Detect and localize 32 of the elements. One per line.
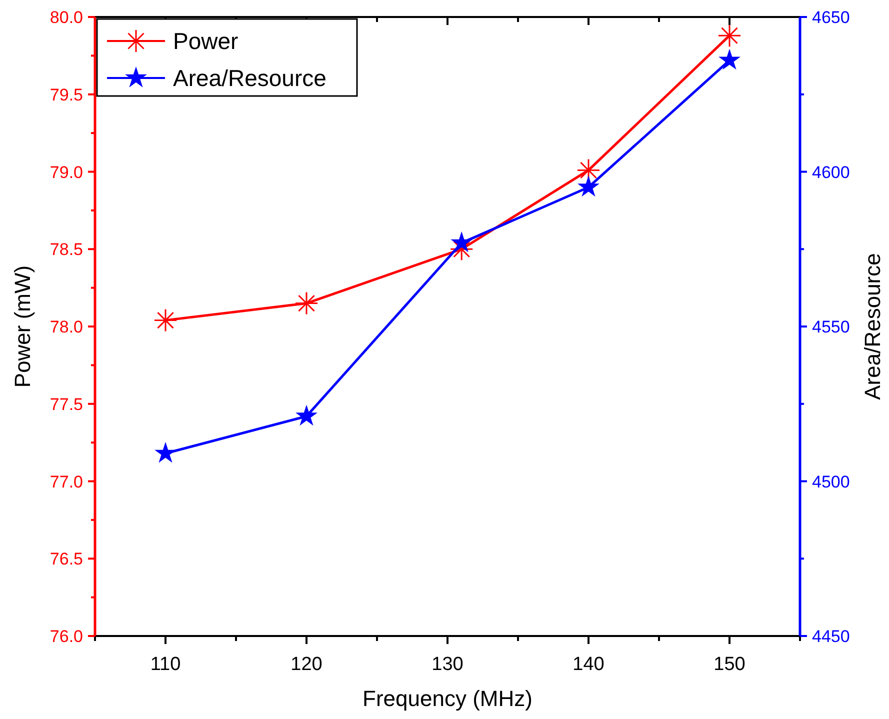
y-tick-label: 76.5 <box>50 550 83 569</box>
y-tick-label: 77.5 <box>50 394 83 414</box>
y2-tick-label: 4450 <box>812 627 850 646</box>
y-axis-title: Power (mW) <box>10 265 35 388</box>
legend-label: Power <box>173 28 239 54</box>
y2-tick-label: 4600 <box>812 162 850 182</box>
point <box>296 292 318 314</box>
point <box>296 404 318 426</box>
x-tick-label: 110 <box>150 654 181 675</box>
point <box>450 231 473 252</box>
y2-tick-label: 4500 <box>812 472 850 492</box>
y-tick-label: 78.5 <box>50 240 83 260</box>
y-tick-label: 78.0 <box>50 318 83 336</box>
point <box>718 24 740 47</box>
x-tick-label: 120 <box>290 654 322 675</box>
y2-tick-label: 4550 <box>812 318 850 336</box>
y2-tick-label: 4650 <box>812 8 850 27</box>
x-tick-label: 140 <box>572 654 604 675</box>
legend-label: Area/Resource <box>173 65 326 91</box>
y-tick-label: 80.0 <box>50 8 83 27</box>
point <box>154 442 176 463</box>
point <box>154 309 176 332</box>
x-axis-title: Frequency (MHz) <box>362 686 532 711</box>
x-tick-label: 150 <box>714 654 746 675</box>
y2-axis-title: Area/Resource <box>860 253 885 400</box>
y-tick-label: 77.0 <box>50 472 83 492</box>
y-tick-label: 76.0 <box>50 627 83 646</box>
point <box>718 48 740 70</box>
y-tick-label: 79.5 <box>50 85 83 104</box>
point <box>578 176 600 197</box>
x-tick-label: 130 <box>432 654 464 675</box>
y-tick-label: 79.0 <box>50 162 83 182</box>
